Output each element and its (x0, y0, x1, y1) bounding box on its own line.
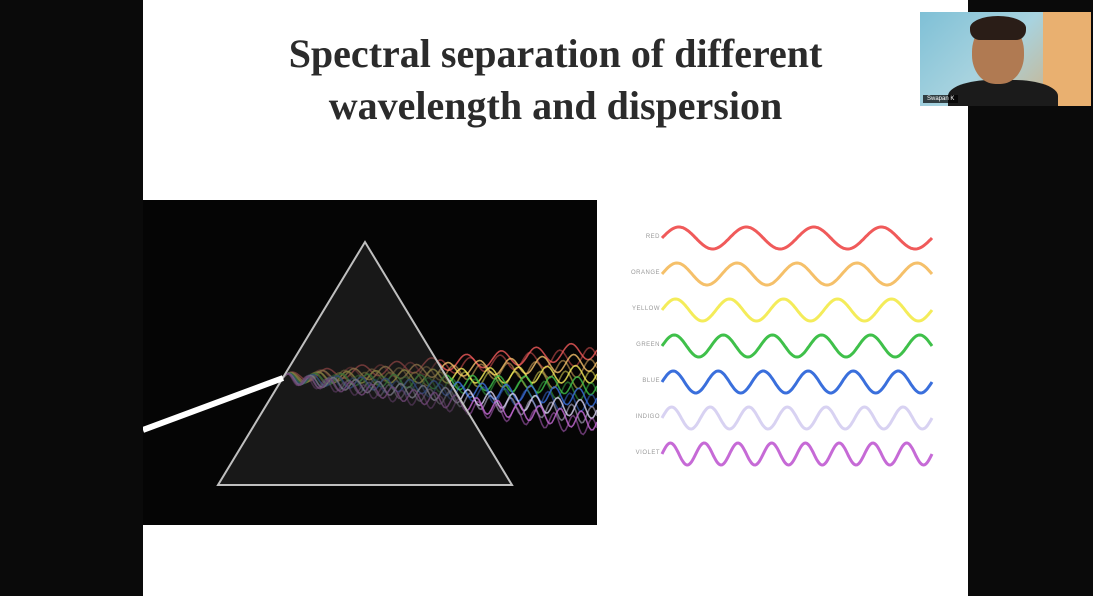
wavelength-legend: RED ORANGE YELLOW GREEN BLUE INDIGO VIOLET (600, 210, 940, 475)
prism-illustration (143, 200, 597, 525)
wave-violet (660, 441, 934, 467)
slide-title: Spectral separation of different wavelen… (143, 28, 968, 132)
participant-shirt (948, 80, 1058, 106)
participant-hair (970, 16, 1026, 40)
wave-label-orange: ORANGE (630, 270, 660, 276)
prism-dispersion-graphic (143, 240, 597, 486)
wave-green (660, 333, 934, 359)
incident-light-beam (143, 375, 285, 433)
wave-indigo (660, 405, 934, 431)
slide-title-line-2: wavelength and dispersion (328, 83, 783, 128)
wave-red (660, 225, 934, 251)
prism-triangle (216, 240, 514, 486)
wave-label-blue: BLUE (642, 378, 660, 384)
wave-label-yellow: YELLOW (631, 306, 660, 312)
participant-video-tile[interactable]: Swapan K (920, 12, 1091, 106)
wave-label-green: GREEN (636, 342, 660, 348)
wave-blue (660, 369, 934, 395)
wave-yellow (660, 297, 934, 323)
wave-label-red: RED (645, 234, 660, 240)
left-black-bar (0, 0, 143, 596)
wave-orange (660, 261, 934, 287)
participant-name-label: Swapan K (923, 95, 959, 103)
wave-label-indigo: INDIGO (635, 414, 660, 420)
wave-label-violet: VIOLET (635, 450, 660, 456)
slide-title-line-1: Spectral separation of different (288, 31, 823, 76)
wavelength-waves (660, 225, 934, 467)
